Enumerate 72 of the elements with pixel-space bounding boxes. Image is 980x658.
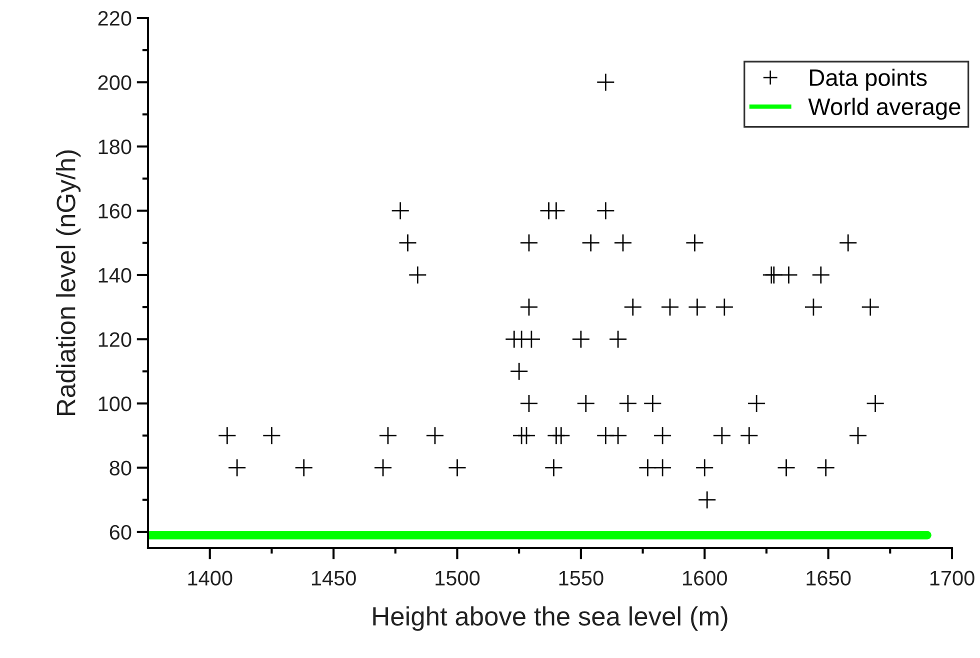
point [653, 426, 672, 445]
x-tick-label: 1450 [312, 570, 356, 586]
point [517, 426, 536, 445]
point [698, 490, 716, 510]
point [596, 202, 615, 220]
point [608, 426, 628, 445]
point [572, 330, 590, 348]
point [866, 394, 885, 413]
y-tick-label: 120 [98, 332, 132, 347]
point [546, 202, 566, 220]
point [643, 394, 662, 413]
y-tick-label: 180 [98, 139, 132, 154]
point [780, 266, 798, 284]
y-tick-label: 200 [98, 75, 132, 90]
point [804, 298, 823, 316]
point [391, 202, 410, 220]
point [695, 458, 714, 477]
point [544, 458, 563, 477]
y-tick-label: 80 [110, 460, 132, 476]
point [374, 458, 392, 477]
x-tick-label: 1500 [436, 570, 480, 586]
point [576, 394, 596, 413]
point [838, 234, 858, 252]
point [520, 234, 538, 252]
point [608, 330, 628, 348]
point [861, 298, 880, 316]
point [522, 330, 541, 348]
x-tick-label: 1600 [683, 570, 727, 586]
y-tick-label: 100 [98, 396, 132, 412]
point [686, 234, 704, 252]
point [520, 298, 538, 316]
y-tick-label: 140 [98, 268, 132, 283]
point [596, 73, 615, 92]
point [812, 266, 830, 284]
point [448, 458, 466, 477]
point [520, 394, 538, 413]
point [426, 426, 444, 445]
point [777, 458, 796, 477]
point [660, 298, 680, 316]
point [510, 362, 528, 381]
point [740, 426, 758, 445]
y-axis-title: Radiation level (nGy/h) [56, 150, 81, 416]
point [614, 234, 632, 252]
point [638, 458, 657, 477]
point [408, 266, 427, 284]
point [262, 426, 281, 445]
x-axis-title: Height above the sea level (m) [373, 606, 728, 631]
point [712, 426, 732, 445]
point [294, 458, 314, 477]
legend-label: Data points [810, 68, 927, 91]
y-tick-label: 220 [98, 11, 132, 26]
point [228, 458, 246, 477]
y-tick-label: 60 [110, 524, 132, 540]
point [816, 458, 836, 477]
x-tick-label: 1650 [806, 570, 851, 586]
point [715, 298, 734, 316]
point [747, 394, 766, 413]
point [398, 234, 417, 252]
legend-label: World average [808, 98, 960, 120]
point [624, 298, 642, 316]
y-tick-label: 160 [98, 204, 132, 218]
point [218, 426, 236, 445]
x-tick-label: 1400 [188, 570, 232, 586]
point [653, 458, 672, 477]
x-tick-label: 1550 [559, 570, 604, 586]
x-tick-label: 1700 [930, 570, 974, 586]
point [618, 394, 638, 413]
point [582, 234, 600, 252]
point [552, 426, 570, 445]
point [848, 426, 868, 445]
point [688, 298, 706, 316]
point [378, 426, 398, 445]
